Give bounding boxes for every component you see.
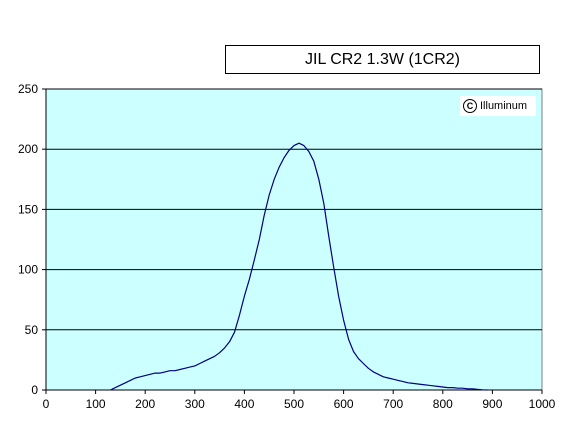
watermark: C Illuminum bbox=[460, 96, 536, 116]
series-line bbox=[110, 142, 488, 391]
plot-area bbox=[45, 88, 543, 391]
y-tick-label: 200 bbox=[18, 142, 38, 156]
series-layer bbox=[110, 142, 488, 391]
x-tick-label: 300 bbox=[185, 397, 205, 411]
x-tick-label: 600 bbox=[334, 397, 354, 411]
gridlines bbox=[46, 88, 542, 331]
x-tick-label: 0 bbox=[43, 397, 50, 411]
y-tick-label: 150 bbox=[18, 202, 38, 216]
x-tick-label: 1000 bbox=[529, 397, 556, 411]
x-tick-label: 800 bbox=[433, 397, 453, 411]
x-tick-label: 900 bbox=[482, 397, 502, 411]
copyright-icon: C bbox=[463, 99, 477, 113]
y-tick-label: 100 bbox=[18, 263, 38, 277]
y-tick-label: 250 bbox=[18, 82, 38, 96]
x-tick-label: 200 bbox=[135, 397, 155, 411]
x-axis: 0 100 200 300 400 500 600 700 800 900 1000 bbox=[43, 389, 556, 411]
chart-title: JIL CR2 1.3W (1CR2) bbox=[225, 45, 540, 74]
y-axis: 0 50 100 150 200 250 bbox=[18, 82, 47, 397]
x-tick-label: 100 bbox=[86, 397, 106, 411]
x-tick-label: 700 bbox=[383, 397, 403, 411]
y-tick-label: 0 bbox=[31, 383, 38, 397]
x-tick-label: 500 bbox=[284, 397, 304, 411]
y-tick-label: 50 bbox=[25, 323, 39, 337]
x-tick-label: 400 bbox=[234, 397, 254, 411]
watermark-text: Illuminum bbox=[480, 100, 528, 112]
